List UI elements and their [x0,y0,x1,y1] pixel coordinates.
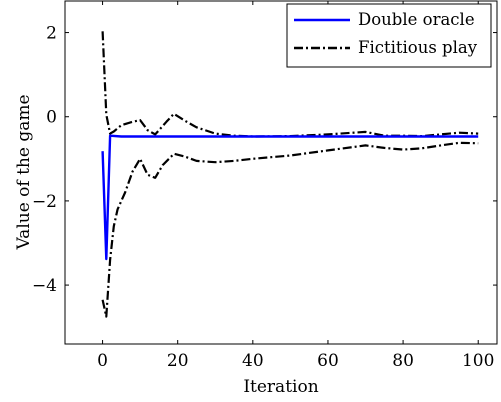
y-tick-label: −2 [32,192,57,212]
y-tick-label: −4 [32,276,57,296]
series-line-double-oracle [101,134,479,261]
x-axis-ticks: 0 20 40 60 80 100 [97,1,494,371]
legend-label-fictitious-play: Fictitious play [358,38,478,57]
x-tick-label: 60 [317,351,339,371]
y-axis-ticks: 2 0 −2 −4 [32,24,497,296]
y-tick-label: 2 [46,24,57,44]
series-layer [101,31,479,318]
x-tick-label: 40 [242,351,264,371]
x-tick-label: 20 [167,351,189,371]
series-line-fictitious-play-lower [101,141,479,318]
legend-label-double-oracle: Double oracle [358,10,475,29]
series-line-fictitious-play-upper [101,31,479,138]
x-tick-label: 100 [462,351,494,371]
legend: Double oracle Fictitious play [286,3,492,68]
plot-frame [64,0,498,345]
x-tick-label: 80 [392,351,414,371]
x-tick-label: 0 [97,351,108,371]
y-axis-title: Value of the game [14,94,34,250]
y-tick-label: 0 [46,108,57,128]
legend-box [286,3,492,68]
x-axis-title: Iteration [243,377,318,397]
